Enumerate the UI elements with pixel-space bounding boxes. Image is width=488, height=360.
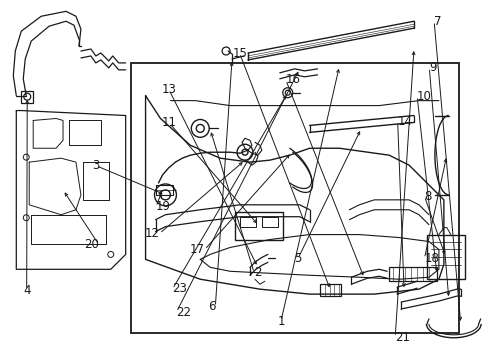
Text: 13: 13 xyxy=(162,84,176,96)
Text: 23: 23 xyxy=(172,283,187,296)
Text: 16: 16 xyxy=(285,73,300,86)
Text: 22: 22 xyxy=(176,306,191,319)
Text: 20: 20 xyxy=(83,238,99,251)
Text: 12: 12 xyxy=(144,227,159,240)
Bar xyxy=(426,235,464,279)
Text: 7: 7 xyxy=(433,14,441,27)
Bar xyxy=(155,185,173,195)
Text: 18: 18 xyxy=(424,252,438,265)
Text: 21: 21 xyxy=(394,331,409,344)
Text: 10: 10 xyxy=(416,90,431,103)
Text: 11: 11 xyxy=(162,116,176,129)
Bar xyxy=(240,217,255,227)
Text: 8: 8 xyxy=(424,190,431,203)
Bar xyxy=(235,212,282,239)
Text: 6: 6 xyxy=(207,300,215,313)
Text: 2: 2 xyxy=(254,266,261,279)
Text: 3: 3 xyxy=(92,159,100,172)
Bar xyxy=(262,217,277,227)
Text: 4: 4 xyxy=(23,284,30,297)
Bar xyxy=(388,267,436,281)
Bar xyxy=(130,63,458,333)
Text: 15: 15 xyxy=(232,47,246,60)
Text: 14: 14 xyxy=(397,114,412,127)
Text: 5: 5 xyxy=(294,252,301,265)
Text: 19: 19 xyxy=(156,200,171,213)
Bar xyxy=(21,91,33,103)
Text: 1: 1 xyxy=(277,315,284,328)
Bar xyxy=(319,284,341,296)
Text: 17: 17 xyxy=(189,243,204,256)
Text: 9: 9 xyxy=(428,61,436,74)
